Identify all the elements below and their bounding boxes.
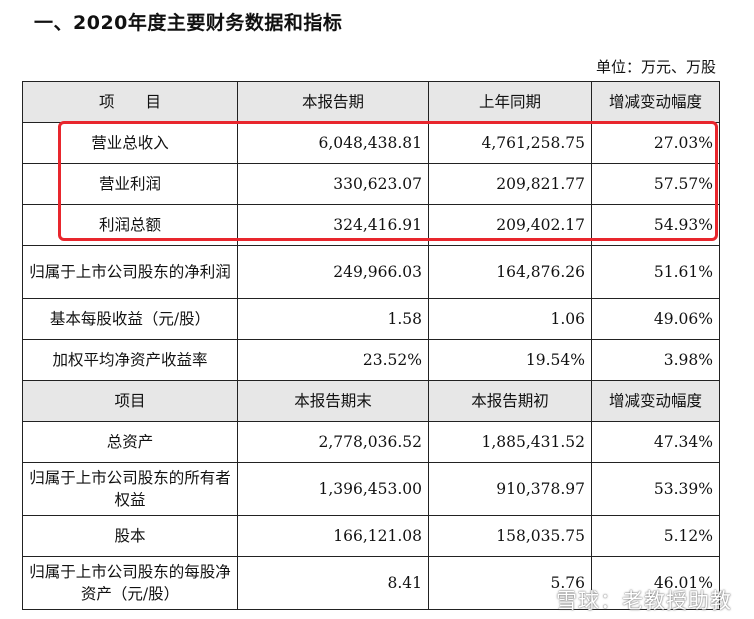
cell-change: 47.34% [591, 421, 720, 463]
row-label: 利润总额 [22, 204, 238, 246]
table-header-row: 项 目 本报告期 上年同期 增减变动幅度 [22, 81, 720, 123]
cell-change: 54.93% [591, 204, 720, 246]
cell-value: 910,378.97 [428, 462, 592, 516]
row-label: 股本 [22, 515, 238, 557]
table-row: 加权平均净资产收益率 23.52% 19.54% 3.98% [22, 339, 720, 381]
header-cell-period-end: 本报告期末 [237, 380, 429, 422]
row-label: 归属于上市公司股东的所有者权益 [22, 462, 238, 516]
cell-value: 209,402.17 [428, 204, 592, 246]
row-label: 加权平均净资产收益率 [22, 339, 238, 381]
header-cell-prior: 上年同期 [428, 81, 592, 123]
cell-value: 158,035.75 [428, 515, 592, 557]
cell-value: 166,121.08 [237, 515, 429, 557]
cell-value: 1,396,453.00 [237, 462, 429, 516]
cell-value: 5.76 [428, 556, 592, 610]
cell-change: 53.39% [591, 462, 720, 516]
cell-value: 8.41 [237, 556, 429, 610]
financial-data-table: 项 目 本报告期 上年同期 增减变动幅度 营业总收入 6,048,438.81 … [22, 81, 720, 610]
table-row: 利润总额 324,416.91 209,402.17 54.93% [22, 204, 720, 246]
cell-value: 209,821.77 [428, 163, 592, 205]
cell-value: 19.54% [428, 339, 592, 381]
unit-label: 单位：万元、万股 [595, 58, 716, 76]
row-label: 营业利润 [22, 163, 238, 205]
cell-change: 27.03% [591, 122, 720, 164]
cell-value: 330,623.07 [237, 163, 429, 205]
cell-value: 1,885,431.52 [428, 421, 592, 463]
table-row: 营业利润 330,623.07 209,821.77 57.57% [22, 163, 720, 205]
table-row: 基本每股收益（元/股） 1.58 1.06 49.06% [22, 298, 720, 340]
cell-value: 23.52% [237, 339, 429, 381]
cell-value: 324,416.91 [237, 204, 429, 246]
table-row: 归属于上市公司股东的每股净资产（元/股） 8.41 5.76 46.01% [22, 556, 720, 610]
table-row: 股本 166,121.08 158,035.75 5.12% [22, 515, 720, 557]
header-cell-item: 项目 [22, 380, 238, 422]
row-label: 归属于上市公司股东的每股净资产（元/股） [22, 556, 238, 610]
cell-value: 249,966.03 [237, 245, 429, 299]
cell-change: 57.57% [591, 163, 720, 205]
header-cell-period-start: 本报告期初 [428, 380, 592, 422]
cell-value: 1.58 [237, 298, 429, 340]
row-label: 营业总收入 [22, 122, 238, 164]
table-subheader-row: 项目 本报告期末 本报告期初 增减变动幅度 [22, 380, 720, 422]
table-row: 总资产 2,778,036.52 1,885,431.52 47.34% [22, 421, 720, 463]
cell-value: 2,778,036.52 [237, 421, 429, 463]
cell-value: 6,048,438.81 [237, 122, 429, 164]
cell-change: 46.01% [591, 556, 720, 610]
table-row: 营业总收入 6,048,438.81 4,761,258.75 27.03% [22, 122, 720, 164]
section-title: 一、2020年度主要财务数据和指标 [34, 12, 343, 34]
cell-value: 1.06 [428, 298, 592, 340]
row-label: 归属于上市公司股东的净利润 [22, 245, 238, 299]
watermark: 雪球：老教授助教 [556, 589, 732, 613]
row-label: 总资产 [22, 421, 238, 463]
header-cell-change: 增减变动幅度 [591, 380, 720, 422]
row-label: 基本每股收益（元/股） [22, 298, 238, 340]
cell-change: 5.12% [591, 515, 720, 557]
header-cell-item: 项 目 [22, 81, 238, 123]
cell-change: 49.06% [591, 298, 720, 340]
cell-change: 51.61% [591, 245, 720, 299]
table-row: 归属于上市公司股东的净利润 249,966.03 164,876.26 51.6… [22, 245, 720, 299]
header-cell-current: 本报告期 [237, 81, 429, 123]
table-row: 归属于上市公司股东的所有者权益 1,396,453.00 910,378.97 … [22, 462, 720, 516]
header-cell-change: 增减变动幅度 [591, 81, 720, 123]
cell-value: 4,761,258.75 [428, 122, 592, 164]
cell-value: 164,876.26 [428, 245, 592, 299]
cell-change: 3.98% [591, 339, 720, 381]
